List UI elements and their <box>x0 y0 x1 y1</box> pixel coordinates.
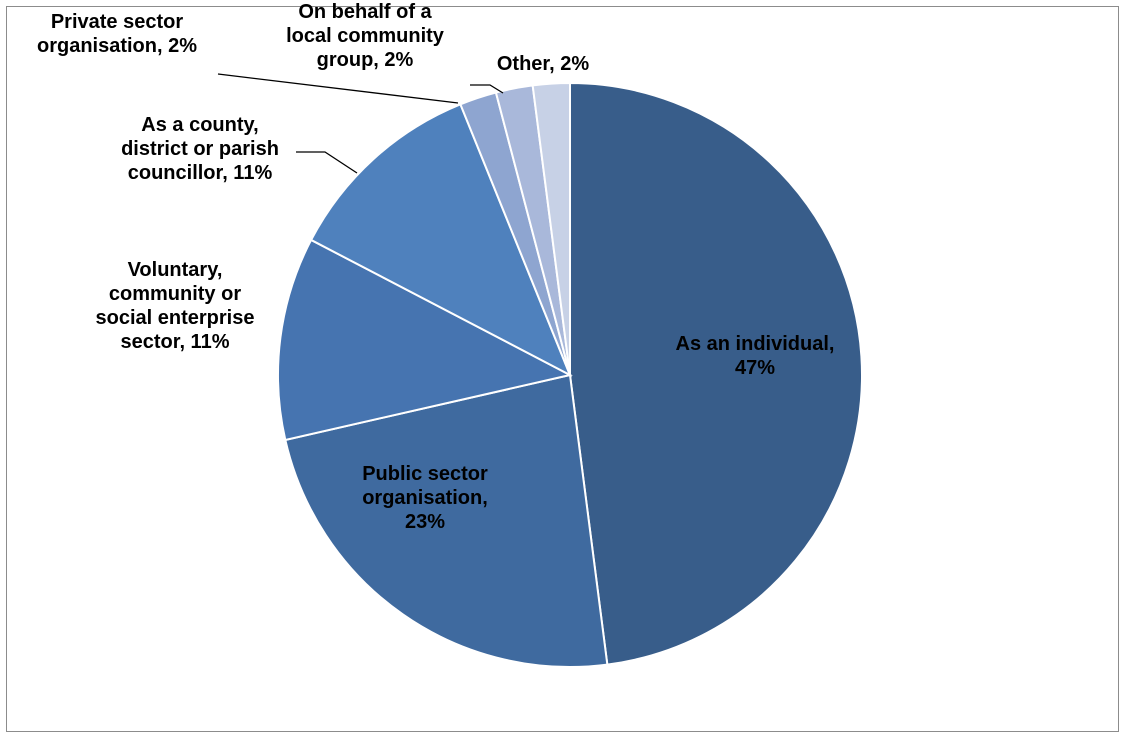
data-label-2: Voluntary, community or social enterprise s… <box>96 259 255 353</box>
data-label-1: Public sector organisation, 23% <box>362 463 488 533</box>
data-label-0: As an individual, 47% <box>676 333 835 379</box>
pie-slice-3 <box>309 103 572 378</box>
pie-slice-6 <box>531 81 571 376</box>
data-label-6: Other, 2% <box>497 53 589 75</box>
data-label-4: Private sector organisation, 2% <box>37 11 197 57</box>
pie-slice-1 <box>284 373 609 668</box>
data-label-5: On behalf of a local community group, 2% <box>286 1 445 71</box>
pie-slice-0 <box>569 81 863 666</box>
leader-line-6 <box>470 84 504 94</box>
leader-line-4 <box>217 73 459 104</box>
leader-line-3 <box>296 151 358 174</box>
data-label-3: As a county, district or parish councillor… <box>121 114 279 184</box>
pie-slice-2 <box>277 238 573 442</box>
